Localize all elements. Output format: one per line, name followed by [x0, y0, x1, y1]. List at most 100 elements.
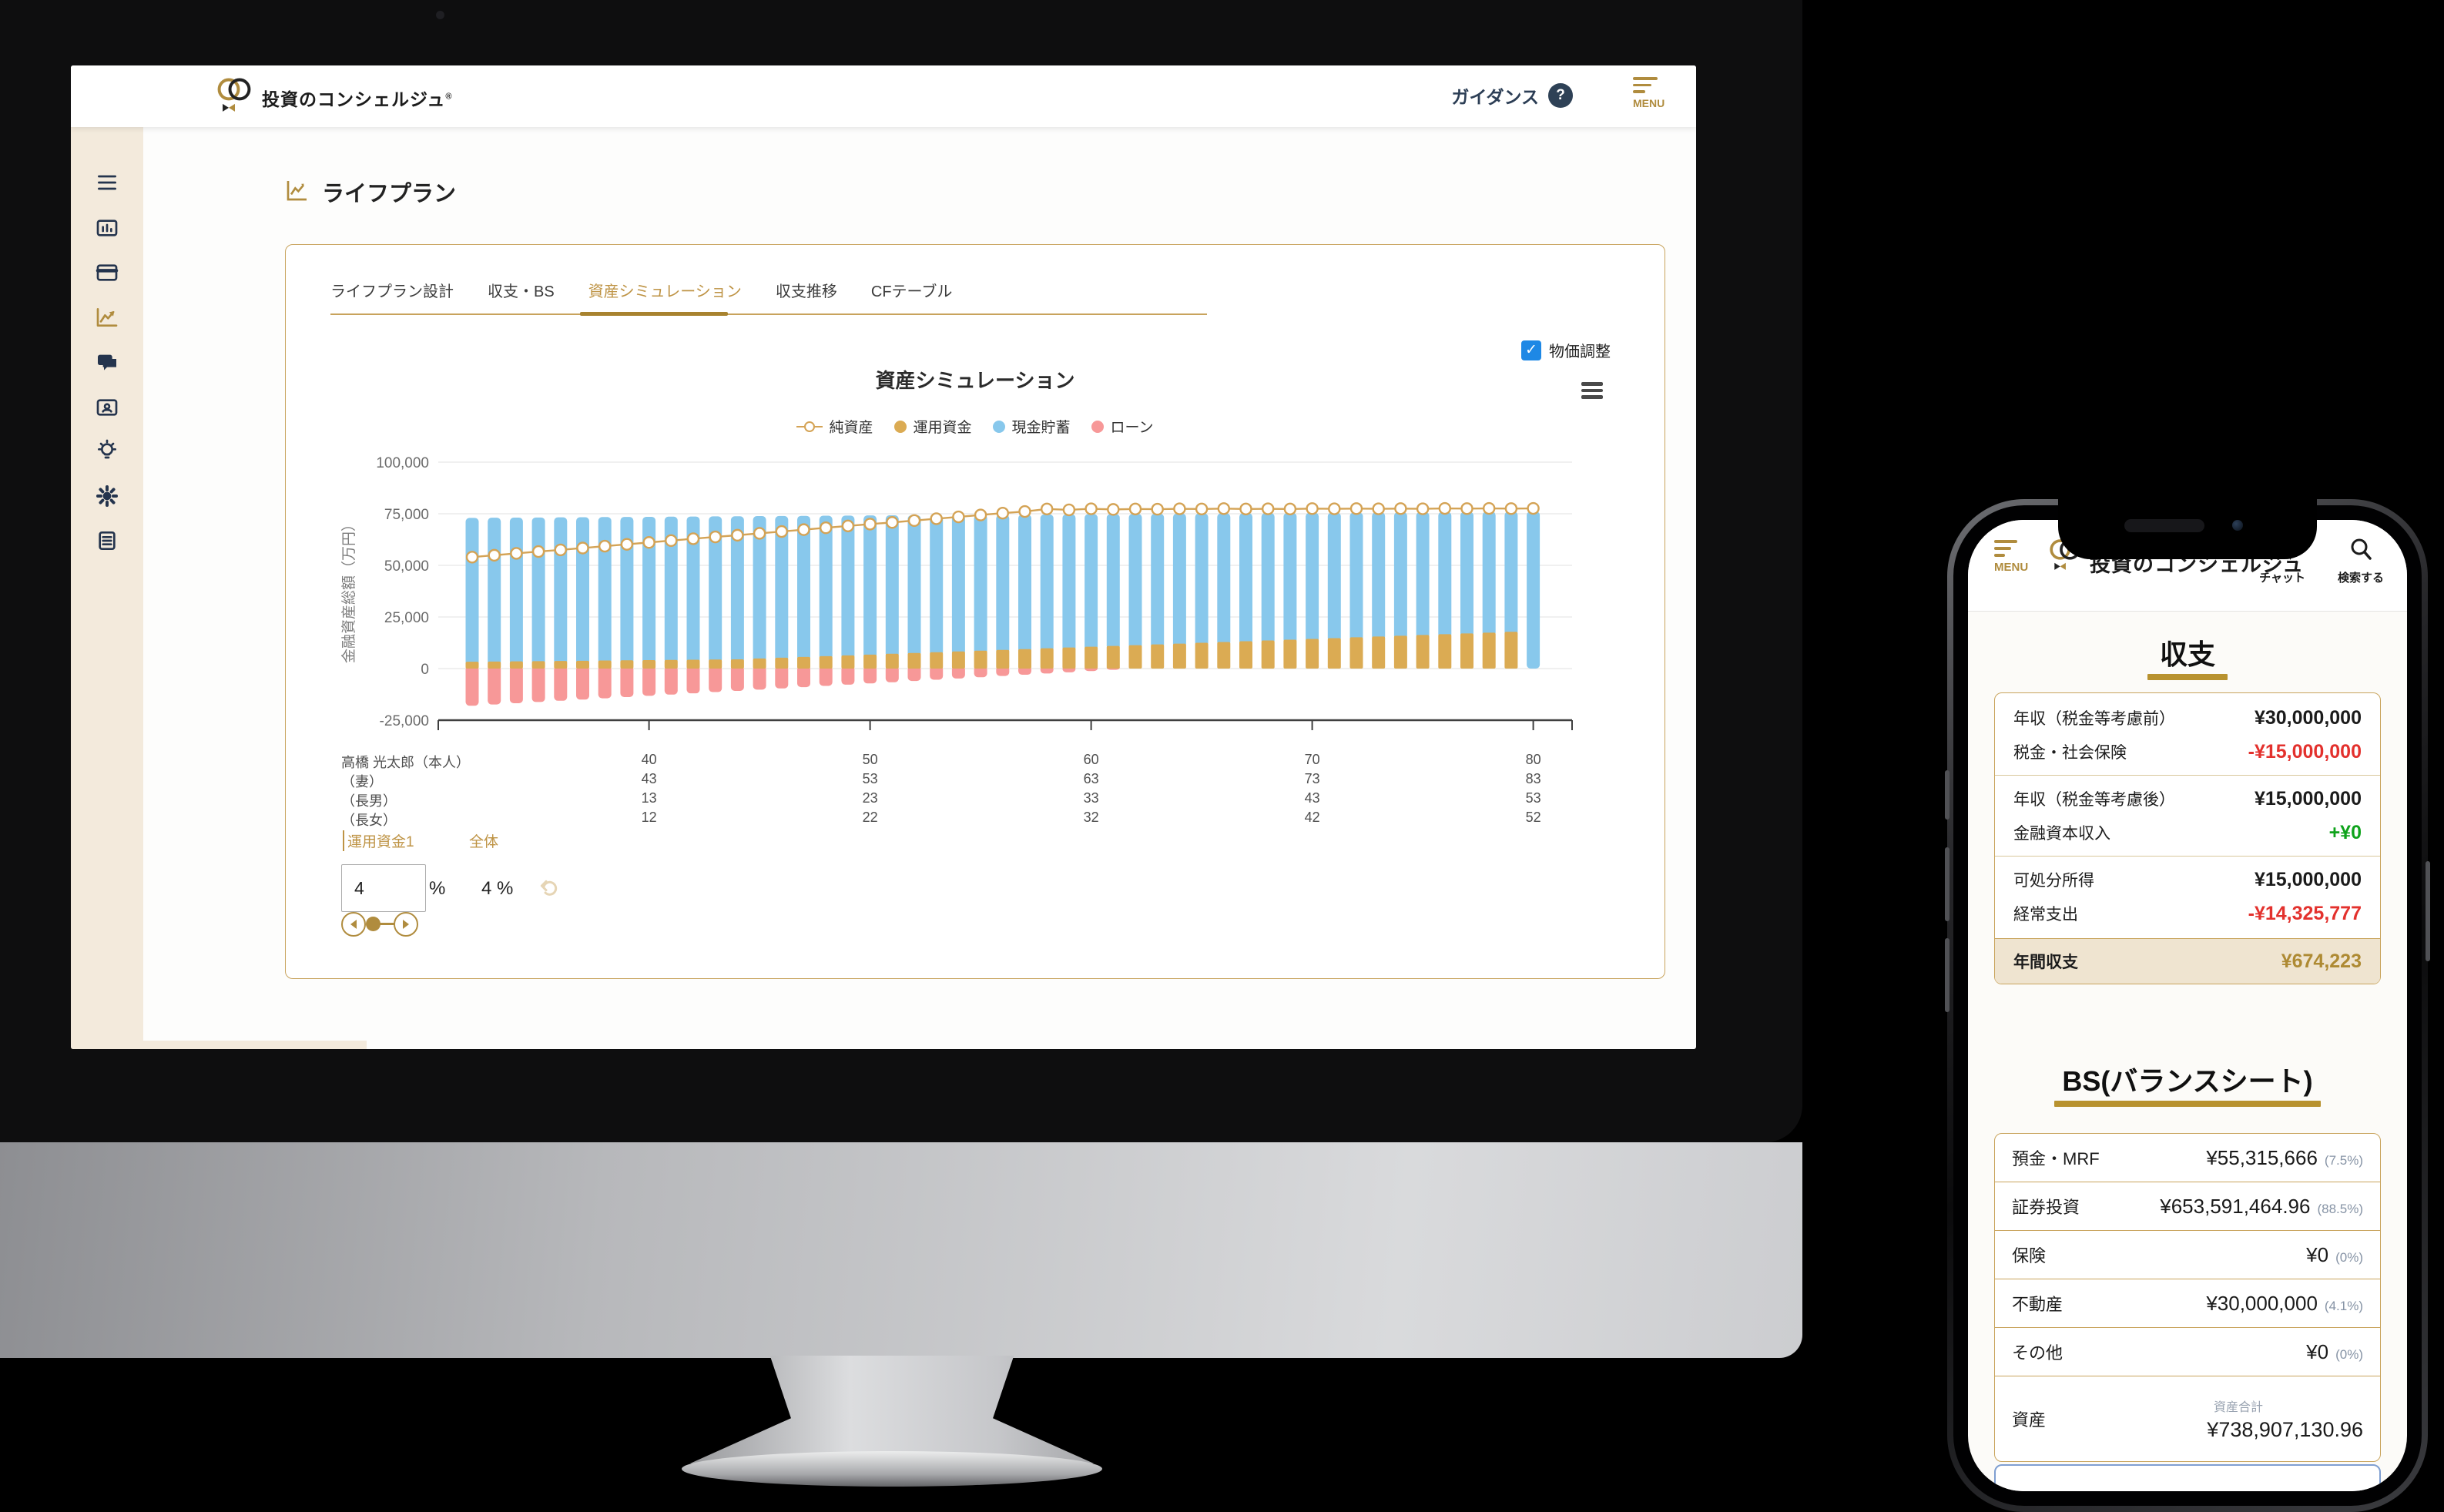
phone-notch — [2058, 499, 2317, 559]
credit-card-icon — [96, 264, 119, 281]
total-label: 年間収支 — [2013, 954, 2078, 971]
family-age: 13 — [641, 790, 657, 806]
rate-input[interactable] — [341, 864, 426, 912]
monitor-camera-dot — [436, 11, 444, 19]
undo-icon[interactable] — [537, 877, 560, 904]
income-value: -¥14,325,777 — [2248, 902, 2362, 924]
legend-item[interactable]: 運用資金 — [894, 416, 971, 437]
family-age: 22 — [862, 810, 878, 825]
sidebar-item-credit-card[interactable] — [95, 260, 119, 285]
bs-row: 保険 ¥0 (0%) — [1995, 1231, 2380, 1279]
income-value: +¥0 — [2328, 821, 2362, 843]
slider-track[interactable] — [372, 923, 404, 925]
overall-tab[interactable]: 全体 — [469, 834, 499, 850]
tab-5[interactable]: CFテーブル — [870, 283, 953, 300]
document-icon — [99, 531, 116, 550]
bs-row: その他 ¥0 (0%) — [1995, 1328, 2380, 1376]
family-age: 32 — [1083, 810, 1099, 825]
income-value: ¥15,000,000 — [2254, 868, 2362, 890]
menu-button[interactable]: MENU — [1633, 77, 1676, 109]
family-age: 43 — [641, 771, 657, 786]
family-member-name: （長女） — [341, 813, 397, 828]
svg-text:-25,000: -25,000 — [380, 713, 429, 729]
slider-decrement-button[interactable] — [341, 912, 366, 937]
tab-4[interactable]: 収支推移 — [775, 283, 837, 300]
income-label: 年収（税金等考慮後） — [2013, 791, 2175, 809]
income-row: 年収（税金等考慮前） ¥30,000,000 — [1995, 701, 2380, 735]
slider-increment-button[interactable] — [394, 912, 418, 937]
lightbulb-icon — [98, 439, 116, 459]
bs-label: 証券投資 — [2012, 1198, 2080, 1217]
guidance-button[interactable]: ガイダンス ? — [1451, 82, 1573, 109]
app-logo[interactable]: 投資のコンシェルジュ® — [216, 75, 453, 120]
family-age: 23 — [862, 790, 878, 806]
family-age: 53 — [862, 771, 878, 786]
menu-icon — [1994, 540, 2017, 543]
page-title: ライフプラン — [285, 176, 456, 208]
income-row: 金融資本収入 +¥0 — [1995, 816, 2380, 850]
browser-app-window: 投資のコンシェルジュ® ガイダンス ? MENU — [71, 65, 1696, 1049]
slider-handle[interactable] — [366, 917, 381, 931]
family-member-name: （長男） — [341, 793, 397, 809]
sidebar-item-chat[interactable] — [95, 350, 119, 374]
bs-total-row: 資産 資産合計 ¥738,907,130.96 — [1995, 1376, 2380, 1461]
family-row: （長女） 12 22 32 42 52 — [286, 810, 1595, 829]
bs-total-value: ¥738,907,130.96 — [2207, 1417, 2363, 1441]
family-age: 70 — [1304, 752, 1320, 767]
bs-value: ¥0 — [2306, 1242, 2329, 1266]
active-tab-underline — [580, 312, 728, 316]
monitor-stand — [689, 1356, 1095, 1463]
price-adjust-checkbox[interactable]: ✓ — [1521, 340, 1541, 360]
divider — [1995, 775, 2380, 776]
sidebar-item-line-chart[interactable] — [95, 305, 119, 330]
overall-rate-value: 4 % — [481, 878, 514, 899]
income-card: 年収（税金等考慮前） ¥30,000,000 税金・社会保険 -¥15,000,… — [1994, 692, 2381, 984]
rate-slider — [341, 912, 418, 938]
tab-2[interactable]: 収支・BS — [488, 283, 555, 300]
bs-section-title: BS(バランスシート) — [2062, 1065, 2313, 1097]
help-icon[interactable]: ? — [1548, 83, 1573, 108]
income-row: 経常支出 -¥14,325,777 — [1995, 897, 2380, 930]
bs-label: その他 — [2012, 1343, 2063, 1363]
front-camera — [2232, 520, 2243, 531]
bar-chart-icon — [96, 220, 118, 236]
legend-item[interactable]: 現金貯蓄 — [993, 416, 1070, 437]
bs-row: 預金・MRF ¥55,315,666 (7.5%) — [1995, 1134, 2380, 1182]
monitor-chin — [0, 1142, 1802, 1358]
family-row: （妻） 43 53 63 73 83 — [286, 771, 1595, 790]
line-marker-icon — [796, 421, 823, 432]
phone-mockup: MENU 投資のコンシェルジュ チャット — [1945, 499, 2430, 1512]
legend-item[interactable]: 純資産 — [796, 416, 873, 437]
chart-title: 資産シミュレーション — [875, 369, 1075, 392]
phone-search-button[interactable]: 検索する — [2338, 537, 2384, 585]
annual-balance-row: 年間収支 ¥674,223 — [1995, 938, 2380, 984]
phone-menu-button[interactable]: MENU — [1994, 540, 2028, 574]
tab-1[interactable]: ライフプラン設計 — [330, 283, 454, 300]
family-age: 52 — [1525, 810, 1541, 825]
chart-context-menu-icon[interactable] — [1581, 382, 1603, 402]
family-member-name: （妻） — [341, 774, 383, 790]
bs-value: ¥30,000,000 — [2206, 1291, 2318, 1315]
line-chart-icon — [285, 178, 310, 206]
income-value: ¥15,000,000 — [2254, 787, 2362, 810]
sidebar-item-gear[interactable] — [95, 484, 119, 508]
sidebar-item-bar-chart[interactable] — [95, 216, 119, 240]
family-age: 33 — [1083, 790, 1099, 806]
family-row: 高橋 光太郎（本人） 40 50 60 70 80 — [286, 752, 1595, 771]
tab-3[interactable]: 資産シミュレーション — [588, 283, 742, 300]
sidebar-item-document[interactable] — [95, 528, 119, 553]
legend-item[interactable]: ローン — [1091, 416, 1154, 437]
bs-value: ¥653,591,464.96 — [2160, 1194, 2311, 1218]
income-row: 可処分所得 ¥15,000,000 — [1995, 863, 2380, 897]
app-header: 投資のコンシェルジュ® ガイダンス ? MENU — [71, 65, 1696, 127]
phone-volume-up-button — [1945, 847, 1950, 921]
fund1-tab[interactable]: 運用資金1 — [343, 830, 414, 851]
menu-icon — [1633, 77, 1658, 80]
line-chart-icon — [96, 308, 118, 327]
tabs-underline — [330, 313, 1207, 315]
sidebar-item-contact-card[interactable] — [95, 395, 119, 420]
sidebar-item-lightbulb[interactable] — [95, 439, 119, 464]
svg-text:0: 0 — [421, 662, 429, 678]
sidebar-item-menu[interactable] — [95, 170, 119, 195]
price-adjust-control: ✓ 物価調整 — [1521, 339, 1611, 361]
